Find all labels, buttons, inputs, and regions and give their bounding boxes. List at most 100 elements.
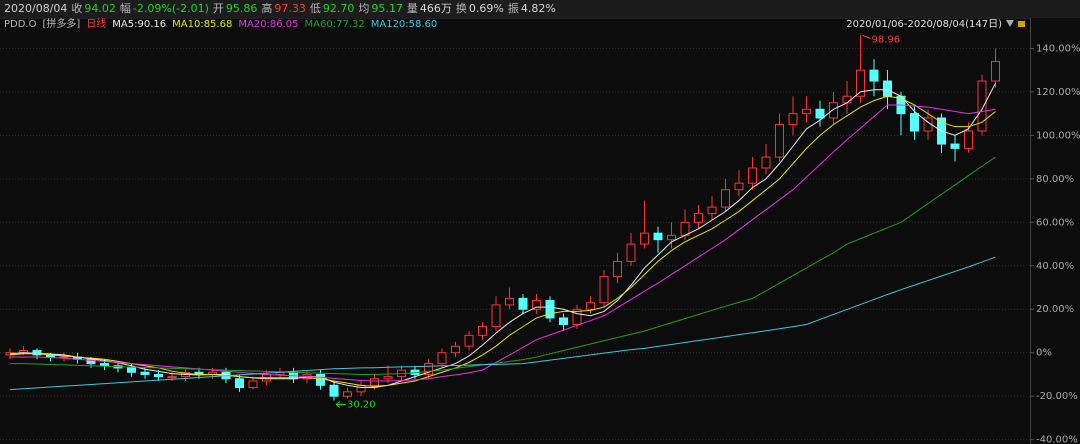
y-tick-label: 0% — [1036, 348, 1052, 359]
candle-body — [532, 300, 541, 310]
y-tick-label: -20.00% — [1036, 391, 1078, 402]
candle-body — [437, 352, 447, 365]
quote-label: 均 — [358, 2, 370, 15]
legend-entry: MA20:86.05 — [238, 19, 298, 30]
quote-label: 量 — [406, 2, 418, 15]
candle-body — [707, 206, 717, 215]
candle-body — [721, 189, 730, 208]
quote-label: 振 — [507, 2, 519, 15]
y-tick-label: 40.00% — [1036, 261, 1074, 272]
candle-body — [451, 345, 460, 354]
min-label: 30.20 — [347, 400, 376, 411]
candle-body — [977, 80, 987, 132]
candle-body — [761, 156, 771, 169]
legend-entry: MA5:90.16 — [112, 19, 166, 30]
candle-body — [464, 334, 474, 347]
y-tick-label: 60.00% — [1036, 217, 1074, 228]
lock-icon[interactable] — [1018, 21, 1025, 27]
candle-body — [518, 297, 528, 310]
candle-body — [505, 297, 514, 306]
candle-body — [910, 113, 919, 132]
candle-body — [356, 384, 366, 393]
quote-value: 97.33 — [274, 2, 306, 15]
max-label: 98.96 — [872, 34, 901, 45]
quote-label: 低 — [309, 2, 321, 15]
quote-label: 幅 — [119, 2, 131, 15]
candle-body — [653, 232, 663, 241]
dropdown-icon[interactable] — [1006, 20, 1014, 27]
candle-body — [545, 300, 555, 319]
quote-value: 95.86 — [225, 2, 258, 15]
ma-line — [9, 82, 996, 388]
legend-entry: MA60:77.32 — [305, 19, 365, 30]
range-label: 2020/01/06-2020/08/04(147日) — [846, 19, 1002, 30]
candle-body — [842, 95, 852, 104]
candle-body — [424, 363, 433, 375]
period: 日线 — [86, 18, 106, 30]
candle-body — [383, 376, 393, 380]
symbol: PDD.O — [4, 19, 37, 30]
candle-body — [235, 378, 244, 388]
candle-body — [491, 304, 501, 328]
quote-bar: 2020/08/04 收 94.02 幅 -2.09%(-2.01) 开 95.86 高 97.… — [0, 0, 1080, 18]
candle-body — [680, 221, 690, 236]
candle-body — [478, 326, 487, 336]
candle-body — [950, 143, 960, 149]
y-tick-label: 20.00% — [1036, 304, 1074, 315]
candle-body — [815, 108, 825, 119]
annotation-line — [862, 34, 871, 39]
quote-label: 换 — [455, 2, 467, 15]
candle-body — [964, 130, 973, 149]
ma-line — [10, 156, 996, 375]
candle-body — [869, 69, 879, 82]
y-tick-label: 100.00% — [1036, 130, 1080, 141]
candle-body — [316, 373, 325, 386]
ma-line — [9, 256, 996, 391]
candle-body — [802, 108, 811, 115]
quote-value: 4.82% — [520, 2, 556, 15]
candle-body — [856, 69, 865, 97]
candle-body — [694, 213, 703, 223]
candle-body — [734, 182, 744, 191]
ma-line — [9, 95, 996, 387]
candle-body — [599, 276, 609, 304]
y-tick-label: 140.00% — [1036, 43, 1080, 54]
background — [0, 18, 1080, 444]
candle-body — [572, 308, 582, 325]
candle-body — [626, 243, 636, 262]
candle-body — [883, 80, 892, 97]
chart: 2020/01/06-2020/08/04(147日) 140.00% 120.0… — [0, 18, 1080, 444]
candle-body — [586, 302, 595, 310]
y-tick-label: 120.00% — [1036, 87, 1080, 98]
candle-body — [100, 363, 109, 367]
candle-body — [991, 60, 1000, 82]
candle-body — [829, 102, 838, 119]
quote-value: 92.70 — [322, 2, 355, 15]
candle-body — [248, 380, 258, 388]
quote-date: 2020/08/04 — [4, 2, 68, 15]
candle-body — [748, 167, 757, 184]
candle-body — [370, 378, 379, 386]
quote-label: 高 — [261, 2, 273, 15]
y-tick-label: 80.00% — [1036, 174, 1074, 185]
symbol-name: [拼多多] — [42, 18, 80, 30]
quote-value: 94.02 — [84, 2, 116, 15]
candle-body — [775, 124, 784, 158]
ma-line — [10, 104, 996, 382]
quote-value: -2.09%(-2.01) — [132, 2, 209, 15]
quote-value: 0.69% — [468, 2, 504, 15]
candle-body — [613, 260, 622, 278]
legend-entry: MA120:58.60 — [371, 19, 438, 30]
quote-label: 开 — [212, 2, 224, 15]
y-tick-label: -40.00% — [1036, 435, 1078, 444]
candle-body — [667, 234, 676, 241]
quote-value: 466万 — [419, 2, 452, 15]
annotation-arrow — [335, 401, 346, 408]
candle-body — [140, 371, 150, 375]
candle-body — [788, 113, 798, 125]
candle-body — [559, 317, 568, 325]
quote-label: 收 — [71, 2, 83, 15]
candle-body — [343, 391, 352, 397]
quote-value: 95.17 — [371, 2, 403, 15]
